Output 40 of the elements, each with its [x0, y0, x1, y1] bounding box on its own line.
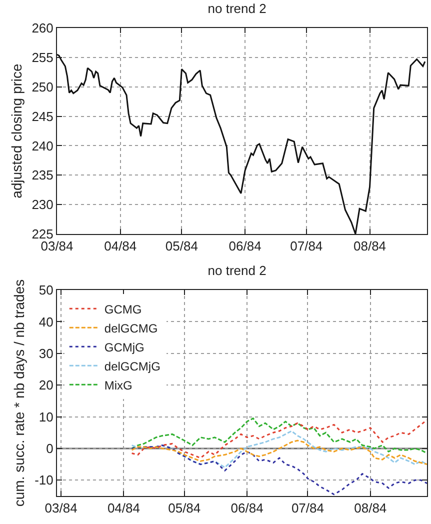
y-tick-label: -10: [34, 472, 54, 488]
y-tick-label: 50: [38, 282, 54, 298]
x-tick-label: 06/84: [230, 500, 264, 516]
x-tick-label: 07/84: [290, 238, 323, 254]
x-tick-label: 08/84: [354, 500, 387, 516]
y-tick-label: 40: [38, 314, 54, 330]
x-tick-label: 07/84: [291, 500, 324, 516]
chart-title: no trend 2: [208, 263, 266, 278]
legend-label: delGCMG: [104, 321, 158, 336]
legend-label: MixG: [104, 378, 132, 392]
x-tick-label: 04/84: [107, 500, 140, 516]
y-tick-label: 230: [32, 197, 54, 212]
line-series: [131, 419, 427, 459]
y-tick-label: 240: [32, 138, 54, 154]
y-tick-label: 235: [32, 168, 54, 183]
y-axis-title: adjusted closing price: [8, 63, 24, 198]
y-tick-label: 20: [38, 378, 54, 393]
y-tick-label: 255: [32, 50, 54, 65]
x-tick-label: 08/84: [353, 238, 386, 254]
x-tick-label: 03/84: [44, 500, 78, 516]
line-series: [131, 444, 427, 496]
y-tick-label: 250: [32, 79, 54, 94]
legend-label: delGCMjG: [104, 359, 160, 374]
line-series: [131, 430, 427, 468]
line-series: [131, 440, 427, 466]
line-series: [131, 418, 427, 454]
x-tick-label: 05/84: [165, 238, 198, 254]
legend-label: GCMG: [104, 302, 142, 316]
y-tick-label: 0: [46, 441, 54, 456]
x-tick-label: 05/84: [168, 500, 201, 516]
x-tick-label: 06/84: [228, 238, 262, 254]
line-series: [57, 54, 426, 234]
y-tick-label: 245: [32, 108, 54, 124]
legend-label: GCMjG: [104, 340, 144, 354]
y-tick-label: 30: [38, 346, 54, 361]
y-axis-title: cum. succ. rate * nb days / nb trades: [11, 279, 28, 507]
y-tick-label: 10: [38, 409, 54, 424]
x-tick-label: 04/84: [104, 238, 137, 254]
chart-title: no trend 2: [208, 1, 266, 16]
y-tick-label: 260: [32, 20, 54, 36]
